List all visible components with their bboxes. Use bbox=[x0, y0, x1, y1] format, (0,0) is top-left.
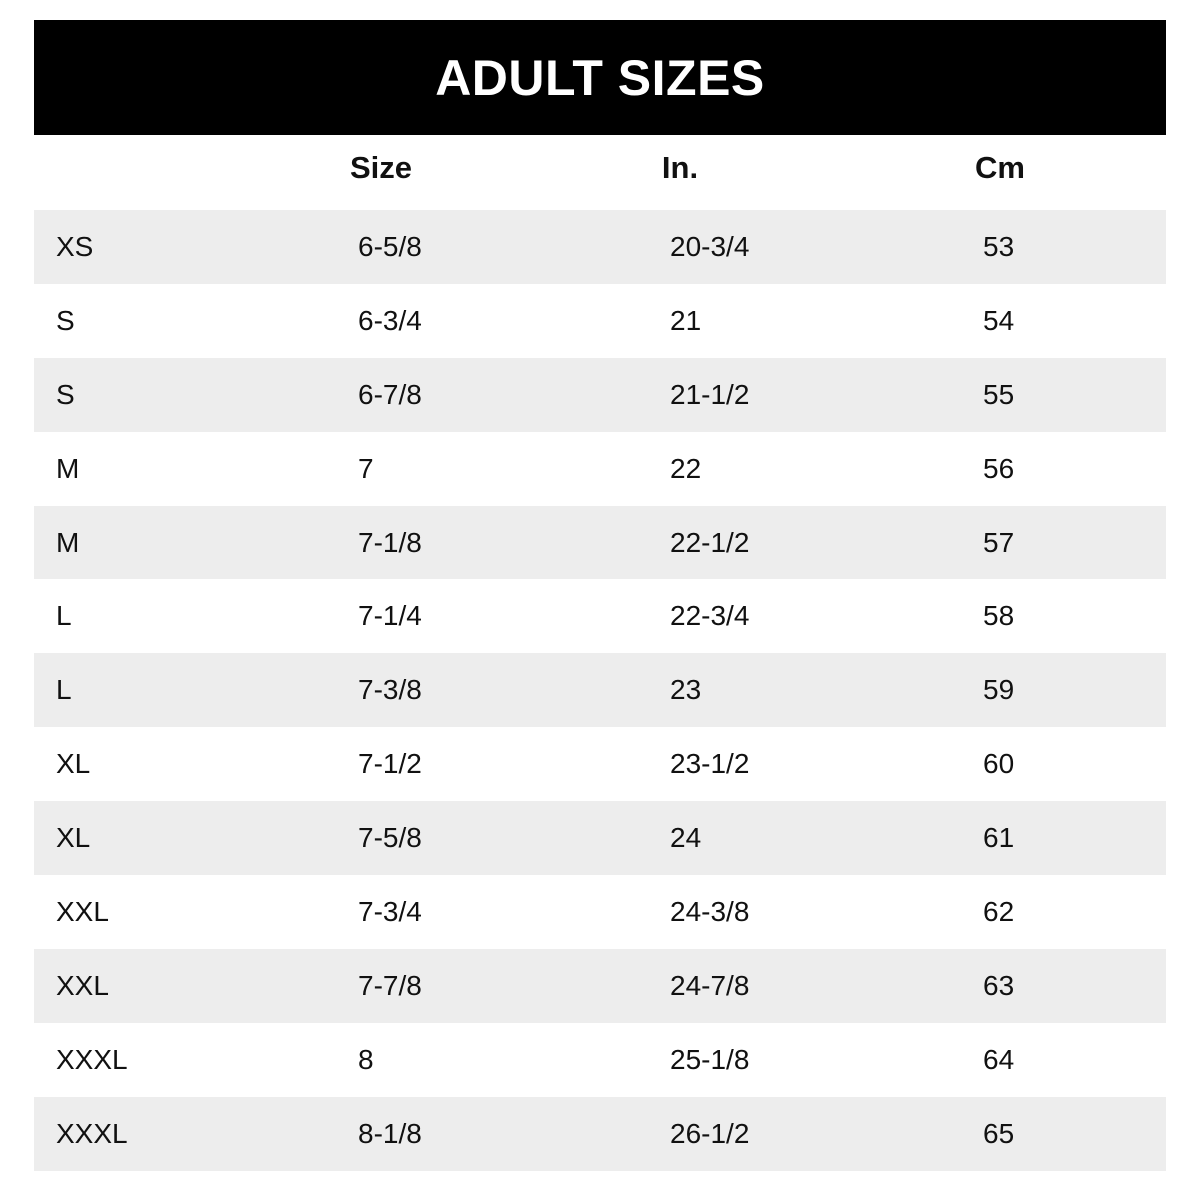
table-row: L 7-3/8 23 59 bbox=[34, 653, 1166, 728]
cell-label: S bbox=[56, 304, 75, 336]
cell-size: 7-1/8 bbox=[358, 526, 422, 558]
cell-cm: 56 bbox=[983, 452, 1015, 484]
cell-label: XS bbox=[56, 230, 94, 262]
table-header: Size In. Cm bbox=[34, 146, 1166, 196]
table-row: XL 7-5/8 24 61 bbox=[34, 801, 1166, 876]
cell-size: 7-5/8 bbox=[358, 822, 422, 854]
cell-inches: 21-1/2 bbox=[670, 378, 750, 410]
cell-label: S bbox=[56, 378, 75, 410]
cell-inches: 23 bbox=[670, 674, 702, 706]
title-bar: ADULT SIZES bbox=[34, 20, 1166, 135]
cell-cm: 57 bbox=[983, 526, 1015, 558]
cell-cm: 61 bbox=[983, 822, 1015, 854]
cell-cm: 64 bbox=[983, 1043, 1015, 1075]
cell-label: XXL bbox=[56, 969, 109, 1001]
table-row: S 6-3/4 21 54 bbox=[34, 284, 1166, 358]
cell-inches: 24-7/8 bbox=[670, 969, 750, 1001]
cell-cm: 53 bbox=[983, 230, 1015, 262]
cell-label: M bbox=[56, 452, 80, 484]
cell-size: 7-1/2 bbox=[358, 748, 422, 780]
cell-size: 6-5/8 bbox=[358, 230, 422, 262]
cell-inches: 25-1/8 bbox=[670, 1043, 750, 1075]
cell-size: 6-3/4 bbox=[358, 304, 422, 336]
table-row: XXL 7-3/4 24-3/8 62 bbox=[34, 875, 1166, 949]
table-row: M 7-1/8 22-1/2 57 bbox=[34, 505, 1166, 580]
cell-inches: 22-3/4 bbox=[670, 600, 750, 632]
cell-inches: 22 bbox=[670, 452, 702, 484]
cell-label: XXXL bbox=[56, 1043, 128, 1075]
cell-size: 7-3/4 bbox=[358, 895, 422, 927]
table-row: XXL 7-7/8 24-7/8 63 bbox=[34, 948, 1166, 1023]
cell-inches: 26-1/2 bbox=[670, 1117, 750, 1149]
cell-inches: 24 bbox=[670, 822, 702, 854]
table-row: L 7-1/4 22-3/4 58 bbox=[34, 579, 1166, 653]
cell-cm: 62 bbox=[983, 895, 1015, 927]
cell-cm: 65 bbox=[983, 1117, 1015, 1149]
cell-inches: 24-3/8 bbox=[670, 895, 750, 927]
cell-size: 7-7/8 bbox=[358, 969, 422, 1001]
table-row: XS 6-5/8 20-3/4 53 bbox=[34, 210, 1166, 284]
cell-label: M bbox=[56, 526, 80, 558]
cell-size: 6-7/8 bbox=[358, 378, 422, 410]
cell-label: XL bbox=[56, 822, 91, 854]
size-table: XS 6-5/8 20-3/4 53 S 6-3/4 21 54 S 6-7/8 21-1/2 55 M… bbox=[34, 210, 1166, 1171]
cell-cm: 54 bbox=[983, 304, 1015, 336]
column-header-cm: Cm bbox=[975, 150, 1025, 185]
cell-label: L bbox=[56, 674, 72, 706]
table-row: XXXL 8 25-1/8 64 bbox=[34, 1023, 1166, 1097]
cell-cm: 58 bbox=[983, 600, 1015, 632]
column-header-size: Size bbox=[349, 150, 413, 185]
column-header-inches: In. bbox=[661, 150, 699, 185]
table-row: S 6-7/8 21-1/2 55 bbox=[34, 357, 1166, 432]
page-title: ADULT SIZES bbox=[435, 49, 765, 106]
cell-label: XXXL bbox=[56, 1117, 128, 1149]
cell-label: L bbox=[56, 600, 72, 632]
cell-inches: 22-1/2 bbox=[670, 526, 750, 558]
cell-cm: 60 bbox=[983, 748, 1015, 780]
cell-label: XL bbox=[56, 748, 91, 780]
cell-size: 8 bbox=[358, 1043, 374, 1075]
cell-cm: 63 bbox=[983, 969, 1015, 1001]
cell-size: 7-3/8 bbox=[358, 674, 422, 706]
cell-size: 8-1/8 bbox=[358, 1117, 422, 1149]
table-row: XXXL 8-1/8 26-1/2 65 bbox=[34, 1096, 1166, 1171]
cell-size: 7 bbox=[358, 452, 374, 484]
cell-label: XXL bbox=[56, 895, 109, 927]
cell-cm: 55 bbox=[983, 378, 1015, 410]
cell-inches: 20-3/4 bbox=[670, 230, 750, 262]
cell-inches: 23-1/2 bbox=[670, 748, 750, 780]
table-row: XL 7-1/2 23-1/2 60 bbox=[34, 727, 1166, 801]
table-row: M 7 22 56 bbox=[34, 432, 1166, 506]
cell-cm: 59 bbox=[983, 674, 1015, 706]
cell-inches: 21 bbox=[670, 304, 702, 336]
cell-size: 7-1/4 bbox=[358, 600, 422, 632]
